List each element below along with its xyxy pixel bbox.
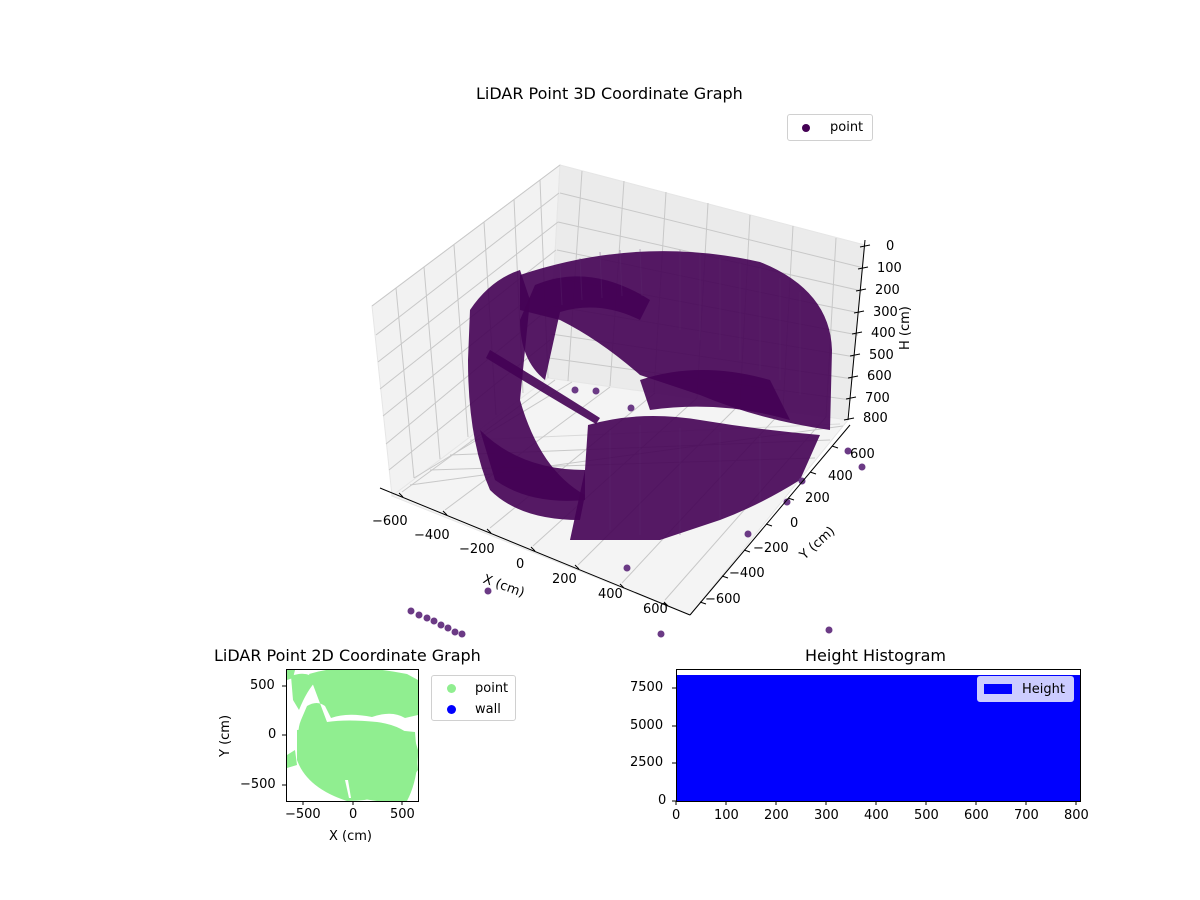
y-tick: −200 [753, 541, 789, 556]
legend-wall-marker [447, 705, 456, 714]
x-tick: 600 [643, 602, 668, 617]
y-tick: 600 [850, 447, 875, 462]
stray-points [407, 386, 866, 638]
legend-point-marker [802, 123, 810, 132]
y-tick: −600 [705, 592, 741, 607]
plot-2d-title: LiDAR Point 2D Coordinate Graph [214, 646, 481, 665]
y-tick: 200 [805, 491, 830, 506]
x-tick: −400 [414, 528, 450, 543]
x-tick: 500 [914, 808, 939, 823]
point-columns [559, 248, 801, 535]
y-tick: 0 [658, 793, 667, 808]
x-tick: 800 [1064, 808, 1089, 823]
x-tick: 500 [390, 807, 415, 822]
legend-point-label: point [830, 120, 864, 135]
z-tick: 400 [871, 326, 896, 341]
legend-2d: point wall [431, 675, 516, 721]
x-tick: 0 [349, 807, 358, 822]
x-tick: −200 [459, 542, 495, 557]
x-tick: −500 [285, 807, 321, 822]
x-axis-label-2d: X (cm) [329, 829, 372, 844]
x-tick: 400 [864, 808, 889, 823]
y-tick: 5000 [630, 718, 664, 733]
z-tick: 600 [867, 369, 892, 384]
point-cloud-3d [468, 251, 832, 540]
y-tick: 0 [790, 516, 799, 531]
z-tick: 800 [863, 411, 888, 426]
y-tick: 2500 [630, 755, 664, 770]
z-tick: 700 [865, 391, 890, 406]
z-tick: 100 [877, 261, 902, 276]
z-tick: 0 [886, 239, 895, 254]
y-tick: 400 [828, 469, 853, 484]
y-tick: 500 [250, 678, 275, 693]
legend-point-marker [447, 684, 456, 693]
plot-3d-canvas [371, 163, 871, 638]
legend-3d: point [787, 114, 873, 141]
x-tick: 200 [552, 572, 577, 587]
x-tick: 300 [814, 808, 839, 823]
y-tick: −400 [729, 566, 765, 581]
z-axis-label: H (cm) [898, 306, 913, 350]
plot-3d-title: LiDAR Point 3D Coordinate Graph [476, 84, 743, 103]
x-tick: 700 [1014, 808, 1039, 823]
y-tick: −500 [240, 777, 276, 792]
legend-point-label: point [475, 681, 509, 696]
x-tick: 600 [964, 808, 989, 823]
z-tick: 200 [875, 283, 900, 298]
x-tick: 400 [598, 587, 623, 602]
legend-height-swatch [984, 684, 1012, 694]
x-tick: 200 [764, 808, 789, 823]
x-tick: 100 [714, 808, 739, 823]
legend-histogram: Height [977, 676, 1074, 702]
y-tick: 0 [268, 727, 277, 742]
z-tick: 500 [869, 348, 894, 363]
plot-2d-points [287, 670, 418, 801]
x-tick: −600 [372, 514, 408, 529]
plot-2d-area [286, 669, 419, 802]
axes-3d [379, 239, 871, 616]
legend-wall-label: wall [475, 702, 501, 717]
histogram-title: Height Histogram [805, 646, 946, 665]
y-axis-label-2d: Y (cm) [218, 714, 233, 757]
x-tick: 0 [672, 808, 681, 823]
y-tick: 7500 [630, 680, 664, 695]
z-tick: 300 [873, 305, 898, 320]
x-tick: 0 [516, 557, 525, 572]
legend-height-label: Height [1022, 681, 1065, 697]
